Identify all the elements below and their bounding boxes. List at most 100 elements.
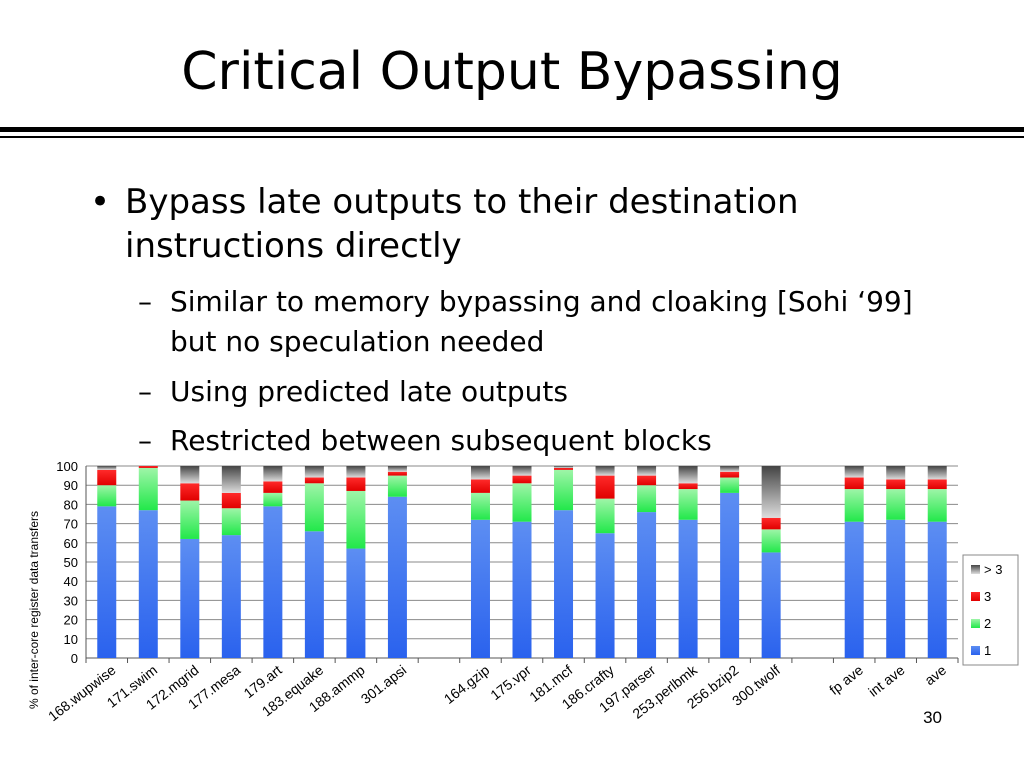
sub-bullet-dash: –	[138, 375, 152, 408]
sub-bullet-dash: –	[138, 285, 152, 318]
title-rule-thick	[0, 127, 1024, 132]
x-tick-label: fp ave	[826, 662, 866, 698]
bar-segment-256.bzip2-2	[720, 477, 740, 493]
legend-swatch-3	[971, 592, 980, 601]
bar-segment-171.swim-1	[138, 510, 158, 658]
bar-segment-197.parser-1	[637, 512, 657, 658]
bar-segment-172.mgrid-> 3	[180, 466, 200, 484]
bullet-text: Bypass late outputs to their destination…	[125, 182, 799, 266]
bar-segment-183.equake-2	[304, 483, 324, 532]
bullet-marker: •	[90, 182, 111, 222]
bar-segment-179.art-> 3	[263, 466, 283, 482]
bar-segment-164.gzip-1	[470, 519, 490, 658]
bar-segment-fp ave-> 3	[844, 466, 864, 478]
legend-label: > 3	[984, 562, 1002, 577]
bar-segment-183.equake-3	[304, 477, 324, 484]
y-tick-label: 10	[64, 632, 78, 647]
bar-segment-186.crafty-3	[595, 475, 615, 499]
bar-segment-183.equake-1	[304, 531, 324, 658]
bar-segment-300.twolf-1	[761, 552, 781, 658]
bar-segment-172.mgrid-1	[180, 538, 200, 658]
bar-segment-164.gzip-2	[470, 492, 490, 520]
bar-segment-177.mesa-3	[221, 492, 241, 509]
bar-segment-188.ammp-1	[346, 548, 366, 658]
legend-label: 3	[984, 589, 991, 604]
bar-segment-168.wupwise-3	[97, 469, 117, 486]
bar-segment-300.twolf-> 3	[761, 466, 781, 518]
legend: > 3 3 2 1	[962, 554, 1019, 666]
bar-segment-ave-2	[927, 489, 947, 522]
bar-segment-164.gzip-> 3	[470, 466, 490, 480]
bar-segment-172.mgrid-2	[180, 500, 200, 539]
y-tick-label: 100	[56, 459, 78, 474]
page-number: 30	[923, 708, 942, 727]
legend-swatch-2	[971, 619, 980, 628]
bar-segment-171.swim-2	[138, 467, 158, 511]
y-axis-label: % of inter-core register data transfers	[27, 511, 41, 709]
bar-segment-186.crafty-2	[595, 498, 615, 534]
bar-segment-183.equake-> 3	[304, 466, 324, 478]
bar-segment-253.perlbmk-2	[678, 489, 698, 520]
bar-segment-ave-3	[927, 479, 947, 490]
bar-segment-177.mesa-2	[221, 508, 241, 536]
bar-segment-int ave-> 3	[886, 466, 906, 480]
bar-segment-186.crafty-> 3	[595, 466, 615, 476]
y-tick-label: 70	[64, 517, 78, 532]
bar-segment-253.perlbmk-3	[678, 483, 698, 490]
bar-segment-168.wupwise-2	[97, 485, 117, 507]
sub-bullet-3: Restricted between subsequent blocks	[170, 424, 712, 457]
legend-swatch-1	[971, 646, 980, 655]
x-tick-label: 168.wupwise	[45, 662, 119, 725]
bar-segment-301.apsi-> 3	[387, 466, 407, 472]
bar-segment-256.bzip2-1	[720, 492, 740, 658]
bar-segment-171.swim-3	[138, 466, 158, 468]
bar-segment-int ave-3	[886, 479, 906, 490]
bar-segment-179.art-2	[263, 492, 283, 507]
stacked-bar-chart: 0 10 20 30 40 50 60 70 80 90 100 % of inter-core re…	[27, 459, 1019, 725]
bar-segment-186.crafty-1	[595, 533, 615, 658]
y-tick-label: 60	[64, 536, 78, 551]
y-tick-label: 0	[71, 651, 78, 666]
bar-segment-fp ave-1	[844, 521, 864, 658]
legend-label: 1	[984, 643, 991, 658]
bar-segment-301.apsi-1	[387, 496, 407, 658]
sub-bullet-1: Similar to memory bypassing and cloaking…	[170, 285, 913, 358]
bar-segment-177.mesa-1	[221, 535, 241, 658]
bar-segment-253.perlbmk-1	[678, 519, 698, 658]
bar-segment-181.mcf-> 3	[554, 466, 574, 468]
x-tick-label: int ave	[865, 662, 908, 700]
bar-segment-188.ammp-2	[346, 490, 366, 549]
bar-segment-181.mcf-2	[554, 469, 574, 511]
bar-segment-ave-> 3	[927, 466, 947, 480]
bar-segment-181.mcf-3	[554, 467, 574, 470]
bar-segment-175.vpr-> 3	[512, 466, 532, 476]
bar-segment-168.wupwise-> 3	[97, 466, 117, 470]
bar-segment-179.art-1	[263, 506, 283, 658]
bar-segment-188.ammp-3	[346, 477, 366, 491]
sub-bullet-2: Using predicted late outputs	[170, 375, 568, 408]
bar-segment-301.apsi-3	[387, 471, 407, 476]
bar-segment-177.mesa-> 3	[221, 466, 241, 493]
bar-segment-253.perlbmk-> 3	[678, 466, 698, 484]
bar-segment-175.vpr-3	[512, 475, 532, 484]
x-tick-label: ave	[921, 662, 949, 689]
bar-segment-172.mgrid-3	[180, 483, 200, 501]
bar-segment-301.apsi-2	[387, 475, 407, 497]
bar-segment-int ave-2	[886, 489, 906, 520]
bar-segment-ave-1	[927, 521, 947, 658]
y-tick-label: 50	[64, 555, 78, 570]
bar-segment-300.twolf-2	[761, 529, 781, 553]
bar-segment-256.bzip2-> 3	[720, 466, 740, 472]
bar-segment-175.vpr-2	[512, 483, 532, 522]
x-tick-label: 175.vpr	[487, 662, 534, 704]
y-tick-label: 80	[64, 497, 78, 512]
bar-segment-197.parser-> 3	[637, 466, 657, 476]
bar-segment-197.parser-3	[637, 475, 657, 486]
x-tick-label: 164.gzip	[441, 662, 493, 707]
y-tick-label: 20	[64, 613, 78, 628]
bar-segment-197.parser-2	[637, 485, 657, 513]
bar-segment-256.bzip2-3	[720, 471, 740, 478]
y-tick-label: 40	[64, 574, 78, 589]
title-rule-thin	[0, 136, 1024, 138]
y-tick-label: 90	[64, 478, 78, 493]
